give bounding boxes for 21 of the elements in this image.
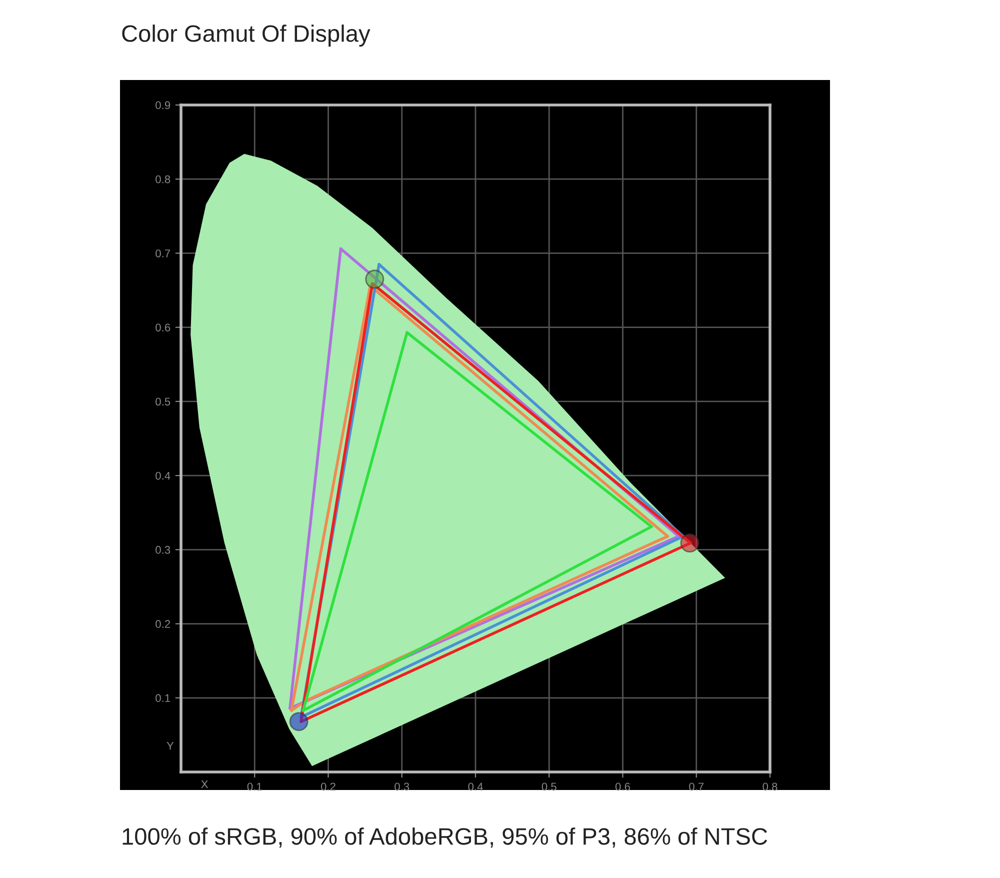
x-tick-label: 0.3 bbox=[394, 782, 410, 791]
x-tick-label: 0.7 bbox=[689, 782, 704, 791]
y-tick-label: 0.9 bbox=[156, 101, 170, 110]
y-tick-label: 0.6 bbox=[156, 324, 170, 332]
x-tick-label: 0.2 bbox=[320, 782, 336, 791]
y-tick-label: 0.7 bbox=[156, 249, 170, 258]
x-axis-title: X bbox=[201, 780, 208, 788]
x-tick-label: 0.1 bbox=[247, 782, 262, 791]
y-tick-label: 0.4 bbox=[156, 472, 170, 480]
chart-title: Color Gamut Of Display bbox=[122, 24, 370, 47]
x-tick-label: 0.4 bbox=[468, 782, 483, 791]
y-tick-label: 0.1 bbox=[156, 694, 170, 702]
y-tick-label: 0.2 bbox=[156, 620, 170, 628]
y-tick-label: 0.5 bbox=[156, 398, 170, 406]
y-tick-label: 0.8 bbox=[156, 175, 170, 184]
x-tick-label: 0.8 bbox=[762, 782, 778, 791]
y-axis-title: Y bbox=[166, 742, 174, 750]
text: 100% of sRGB, 90% of AdobeRGB, 95% of P3, 86% of NTSC bbox=[122, 827, 768, 848]
x-tick-label: 0.6 bbox=[615, 782, 630, 791]
x-tick-label: 0.5 bbox=[542, 782, 556, 791]
y-tick-label: 0.3 bbox=[156, 546, 170, 554]
